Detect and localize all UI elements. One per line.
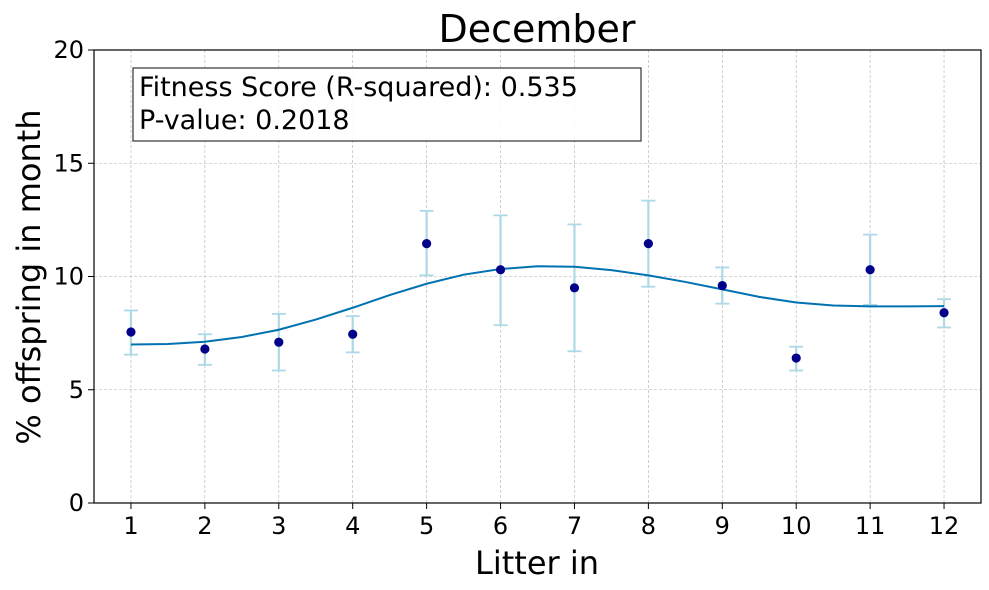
- data-point: [422, 239, 432, 249]
- x-tick-label: 11: [855, 512, 886, 540]
- data-point: [200, 344, 210, 354]
- y-tick-label: 15: [53, 149, 84, 177]
- data-point: [274, 337, 284, 347]
- data-point: [865, 265, 875, 275]
- x-tick-label: 7: [567, 512, 582, 540]
- x-tick-label: 6: [493, 512, 508, 540]
- x-axis-label: Litter in: [475, 544, 599, 582]
- x-tick-label: 2: [197, 512, 212, 540]
- data-point: [717, 280, 727, 291]
- data-points: [126, 239, 949, 363]
- data-point: [643, 239, 653, 249]
- data-point: [569, 283, 580, 293]
- y-tick-label: 20: [53, 36, 84, 64]
- fit-curve: [130, 265, 945, 346]
- y-axis-label: % offspring in month: [10, 109, 48, 444]
- annotation-frame: [132, 67, 642, 142]
- x-tick-label: 4: [345, 512, 360, 540]
- annotation-line-2: P-value: 0.2018: [139, 105, 350, 136]
- x-tick-label: 9: [715, 512, 730, 540]
- data-point: [126, 327, 136, 337]
- y-tick-label: 0: [69, 489, 84, 517]
- annotation-box: Fitness Score (R-squared): 0.535 P-value…: [132, 67, 642, 142]
- x-tick-label: 12: [929, 512, 960, 540]
- data-point: [495, 265, 506, 275]
- x-tick-label: 3: [271, 512, 286, 540]
- x-tick-label: 8: [641, 512, 656, 540]
- x-tick-label: 5: [419, 512, 434, 540]
- data-point: [791, 353, 801, 363]
- y-tick-label: 10: [53, 263, 84, 291]
- data-point: [939, 308, 949, 318]
- data-point: [348, 329, 358, 339]
- chart-title: December: [438, 7, 635, 51]
- x-tick-label: 10: [781, 512, 812, 540]
- error-bars: [123, 199, 952, 372]
- y-tick-label: 5: [69, 376, 84, 404]
- annotation-line-1: Fitness Score (R-squared): 0.535: [139, 72, 578, 103]
- x-tick-label: 1: [123, 512, 138, 540]
